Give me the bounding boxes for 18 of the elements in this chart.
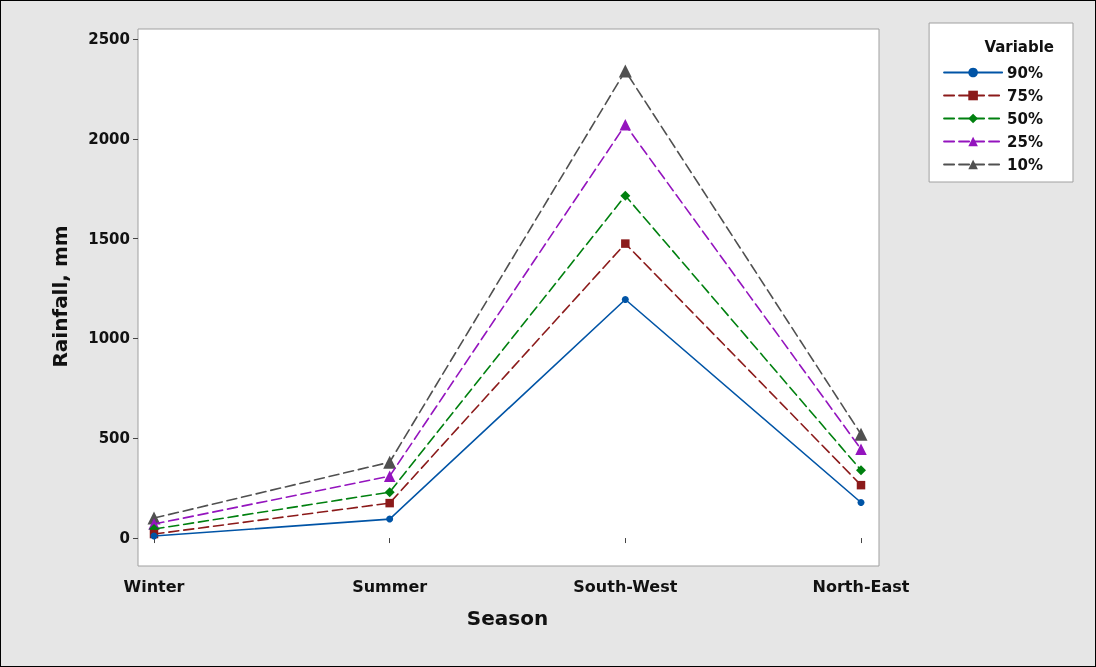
- legend-label: 90%: [1007, 63, 1043, 82]
- y-tick-label: 0: [119, 529, 130, 548]
- y-axis-title: Rainfall, mm: [48, 225, 72, 368]
- legend-label: 50%: [1007, 109, 1043, 128]
- legend-label: 10%: [1007, 155, 1043, 174]
- y-tick-label: 2500: [88, 29, 130, 48]
- legend-title: Variable: [984, 37, 1054, 56]
- legend-label: 25%: [1007, 132, 1043, 151]
- x-tick-label: Summer: [352, 576, 428, 596]
- y-tick-label: 1000: [88, 329, 130, 348]
- y-tick-label: 1500: [88, 229, 130, 248]
- x-tick-label: North-East: [812, 576, 910, 596]
- x-tick-label: South-West: [573, 576, 678, 596]
- y-tick-label: 2000: [88, 129, 130, 148]
- x-axis-title: Season: [466, 606, 549, 630]
- y-tick-label: 500: [98, 429, 130, 448]
- legend-label: 75%: [1007, 86, 1043, 105]
- x-tick-label: Winter: [123, 576, 185, 596]
